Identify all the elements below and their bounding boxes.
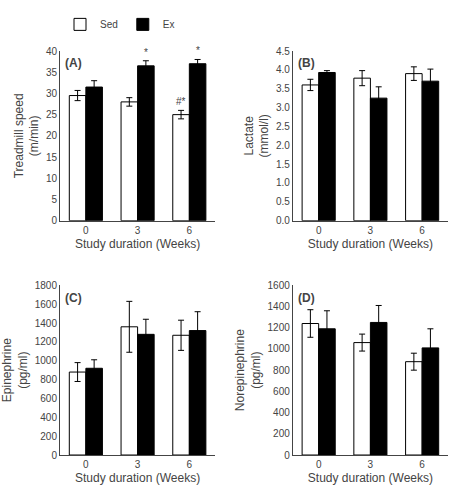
svg-text:600: 600 xyxy=(40,393,57,404)
svg-text:40: 40 xyxy=(46,46,58,57)
svg-text:30: 30 xyxy=(46,88,58,99)
svg-text:1000: 1000 xyxy=(268,343,291,354)
svg-text:Ex: Ex xyxy=(163,19,175,30)
svg-text:3: 3 xyxy=(135,459,141,470)
svg-text:Study duration (Weeks): Study duration (Weeks) xyxy=(308,471,433,485)
svg-text:6: 6 xyxy=(187,459,193,470)
svg-text:(D): (D) xyxy=(298,291,315,305)
svg-text:4.5: 4.5 xyxy=(276,46,290,57)
svg-text:6: 6 xyxy=(187,225,193,236)
svg-text:200: 200 xyxy=(273,428,290,439)
svg-text:Study duration (Weeks): Study duration (Weeks) xyxy=(308,237,433,251)
svg-text:0.0: 0.0 xyxy=(276,215,290,226)
svg-text:*: * xyxy=(196,45,200,56)
svg-text:4.0: 4.0 xyxy=(276,64,290,75)
svg-text:1600: 1600 xyxy=(268,280,291,291)
svg-text:1200: 1200 xyxy=(35,336,58,347)
svg-text:6: 6 xyxy=(419,459,425,470)
svg-text:1800: 1800 xyxy=(35,280,58,291)
svg-text:600: 600 xyxy=(273,386,290,397)
svg-text:20: 20 xyxy=(46,130,58,141)
svg-text:800: 800 xyxy=(40,374,57,385)
svg-text:2.5: 2.5 xyxy=(276,121,290,132)
svg-text:6: 6 xyxy=(419,225,425,236)
svg-text:3.0: 3.0 xyxy=(276,102,290,113)
svg-text:0: 0 xyxy=(83,459,89,470)
svg-text:#*: #* xyxy=(176,96,186,107)
svg-text:1400: 1400 xyxy=(268,301,291,312)
svg-text:1400: 1400 xyxy=(35,318,58,329)
svg-text:0: 0 xyxy=(316,225,322,236)
svg-text:Sed: Sed xyxy=(100,19,118,30)
svg-text:0: 0 xyxy=(316,459,322,470)
svg-text:Epinephrine(pg/ml): Epinephrine(pg/ml) xyxy=(0,338,30,402)
svg-text:1600: 1600 xyxy=(35,299,58,310)
svg-text:0.5: 0.5 xyxy=(276,196,290,207)
svg-text:3: 3 xyxy=(368,459,374,470)
svg-text:5: 5 xyxy=(51,194,57,205)
svg-text:(B): (B) xyxy=(298,56,315,70)
svg-text:1000: 1000 xyxy=(35,355,58,366)
svg-text:10: 10 xyxy=(46,173,58,184)
svg-text:*: * xyxy=(144,47,148,58)
svg-text:25: 25 xyxy=(46,109,58,120)
svg-text:400: 400 xyxy=(40,412,57,423)
svg-text:1.0: 1.0 xyxy=(276,177,290,188)
svg-text:3: 3 xyxy=(135,225,141,236)
svg-text:Norepinephrine(pg/ml): Norepinephrine(pg/ml) xyxy=(233,329,263,411)
svg-text:Lactate(mmol/l): Lactate(mmol/l) xyxy=(242,114,272,157)
svg-text:(A): (A) xyxy=(65,56,82,70)
svg-text:1.5: 1.5 xyxy=(276,159,290,170)
svg-text:1200: 1200 xyxy=(268,322,291,333)
svg-text:15: 15 xyxy=(46,152,58,163)
svg-text:0: 0 xyxy=(284,450,290,461)
svg-text:400: 400 xyxy=(273,407,290,418)
svg-text:Study duration (Weeks): Study duration (Weeks) xyxy=(75,237,200,251)
svg-text:2.0: 2.0 xyxy=(276,140,290,151)
svg-text:800: 800 xyxy=(273,365,290,376)
svg-text:(C): (C) xyxy=(65,291,82,305)
svg-text:Study duration (Weeks): Study duration (Weeks) xyxy=(75,471,200,485)
svg-text:200: 200 xyxy=(40,431,57,442)
svg-text:0: 0 xyxy=(51,215,57,226)
svg-text:3: 3 xyxy=(368,225,374,236)
svg-text:Treadmill speed(m/min): Treadmill speed(m/min) xyxy=(12,93,42,178)
svg-text:0: 0 xyxy=(51,450,57,461)
svg-text:3.5: 3.5 xyxy=(276,83,290,94)
svg-text:0: 0 xyxy=(83,225,89,236)
svg-text:35: 35 xyxy=(46,67,58,78)
